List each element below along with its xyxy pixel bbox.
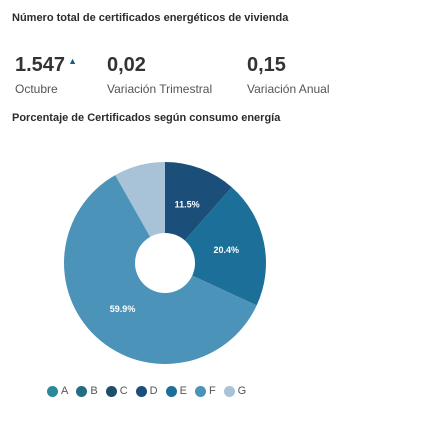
legend-swatch-G — [223, 385, 235, 397]
legend-item-B[interactable]: B — [76, 385, 98, 397]
legend-label-E: E — [179, 385, 187, 397]
legend-swatch-B — [76, 385, 88, 397]
kpi-annual-label: Variación Anual — [247, 82, 330, 96]
pie-slice-E[interactable] — [165, 187, 266, 306]
legend-label-G: G — [237, 385, 247, 397]
legend-item-F[interactable]: F — [194, 385, 216, 397]
legend-item-A[interactable]: A — [47, 385, 68, 397]
arrow-up-icon: ▲ — [68, 56, 77, 66]
legend-swatch-E — [165, 385, 177, 397]
legend-label-D: D — [149, 385, 158, 397]
kpi-monthly-value: 1.547 — [15, 54, 66, 76]
legend-swatch-F — [194, 385, 206, 397]
kpi-annual-value: 0,15 — [247, 54, 286, 76]
legend-item-C[interactable]: C — [105, 385, 128, 397]
legend-label-F: F — [208, 385, 216, 397]
legend-swatch-D — [135, 385, 147, 397]
kpi-quarterly-value: 0,02 — [107, 54, 146, 76]
kpi-quarterly-variation: 0,02 Variación Trimestral — [107, 54, 212, 96]
slice-label-F: 59.9% — [110, 304, 136, 314]
pie-slice-D[interactable] — [165, 162, 232, 263]
legend-swatch-A — [47, 385, 58, 397]
legend-label-B: B — [90, 385, 98, 397]
slice-label-D: 11.5% — [175, 199, 200, 209]
legend-item-E[interactable]: E — [165, 385, 187, 397]
legend-swatch-C — [105, 385, 117, 397]
chart-legend: A B C D E F G — [47, 385, 246, 397]
legend-item-G[interactable]: G — [223, 385, 247, 397]
certificates-total-title: Número total de certificados energéticos… — [12, 12, 289, 24]
pie-chart-title: Porcentaje de Certificados según consumo… — [12, 112, 281, 124]
slice-label-E: 20.4% — [214, 245, 240, 255]
kpi-annual-variation: 0,15 Variación Anual — [247, 54, 330, 96]
kpi-monthly-total: 1.547 ▲ Octubre — [15, 54, 77, 96]
legend-item-D[interactable]: D — [135, 385, 158, 397]
kpi-monthly-label: Octubre — [15, 82, 58, 96]
donut-hole — [135, 233, 195, 293]
kpi-quarterly-label: Variación Trimestral — [107, 82, 213, 96]
legend-label-C: C — [119, 385, 128, 397]
legend-label-A: A — [61, 385, 69, 397]
